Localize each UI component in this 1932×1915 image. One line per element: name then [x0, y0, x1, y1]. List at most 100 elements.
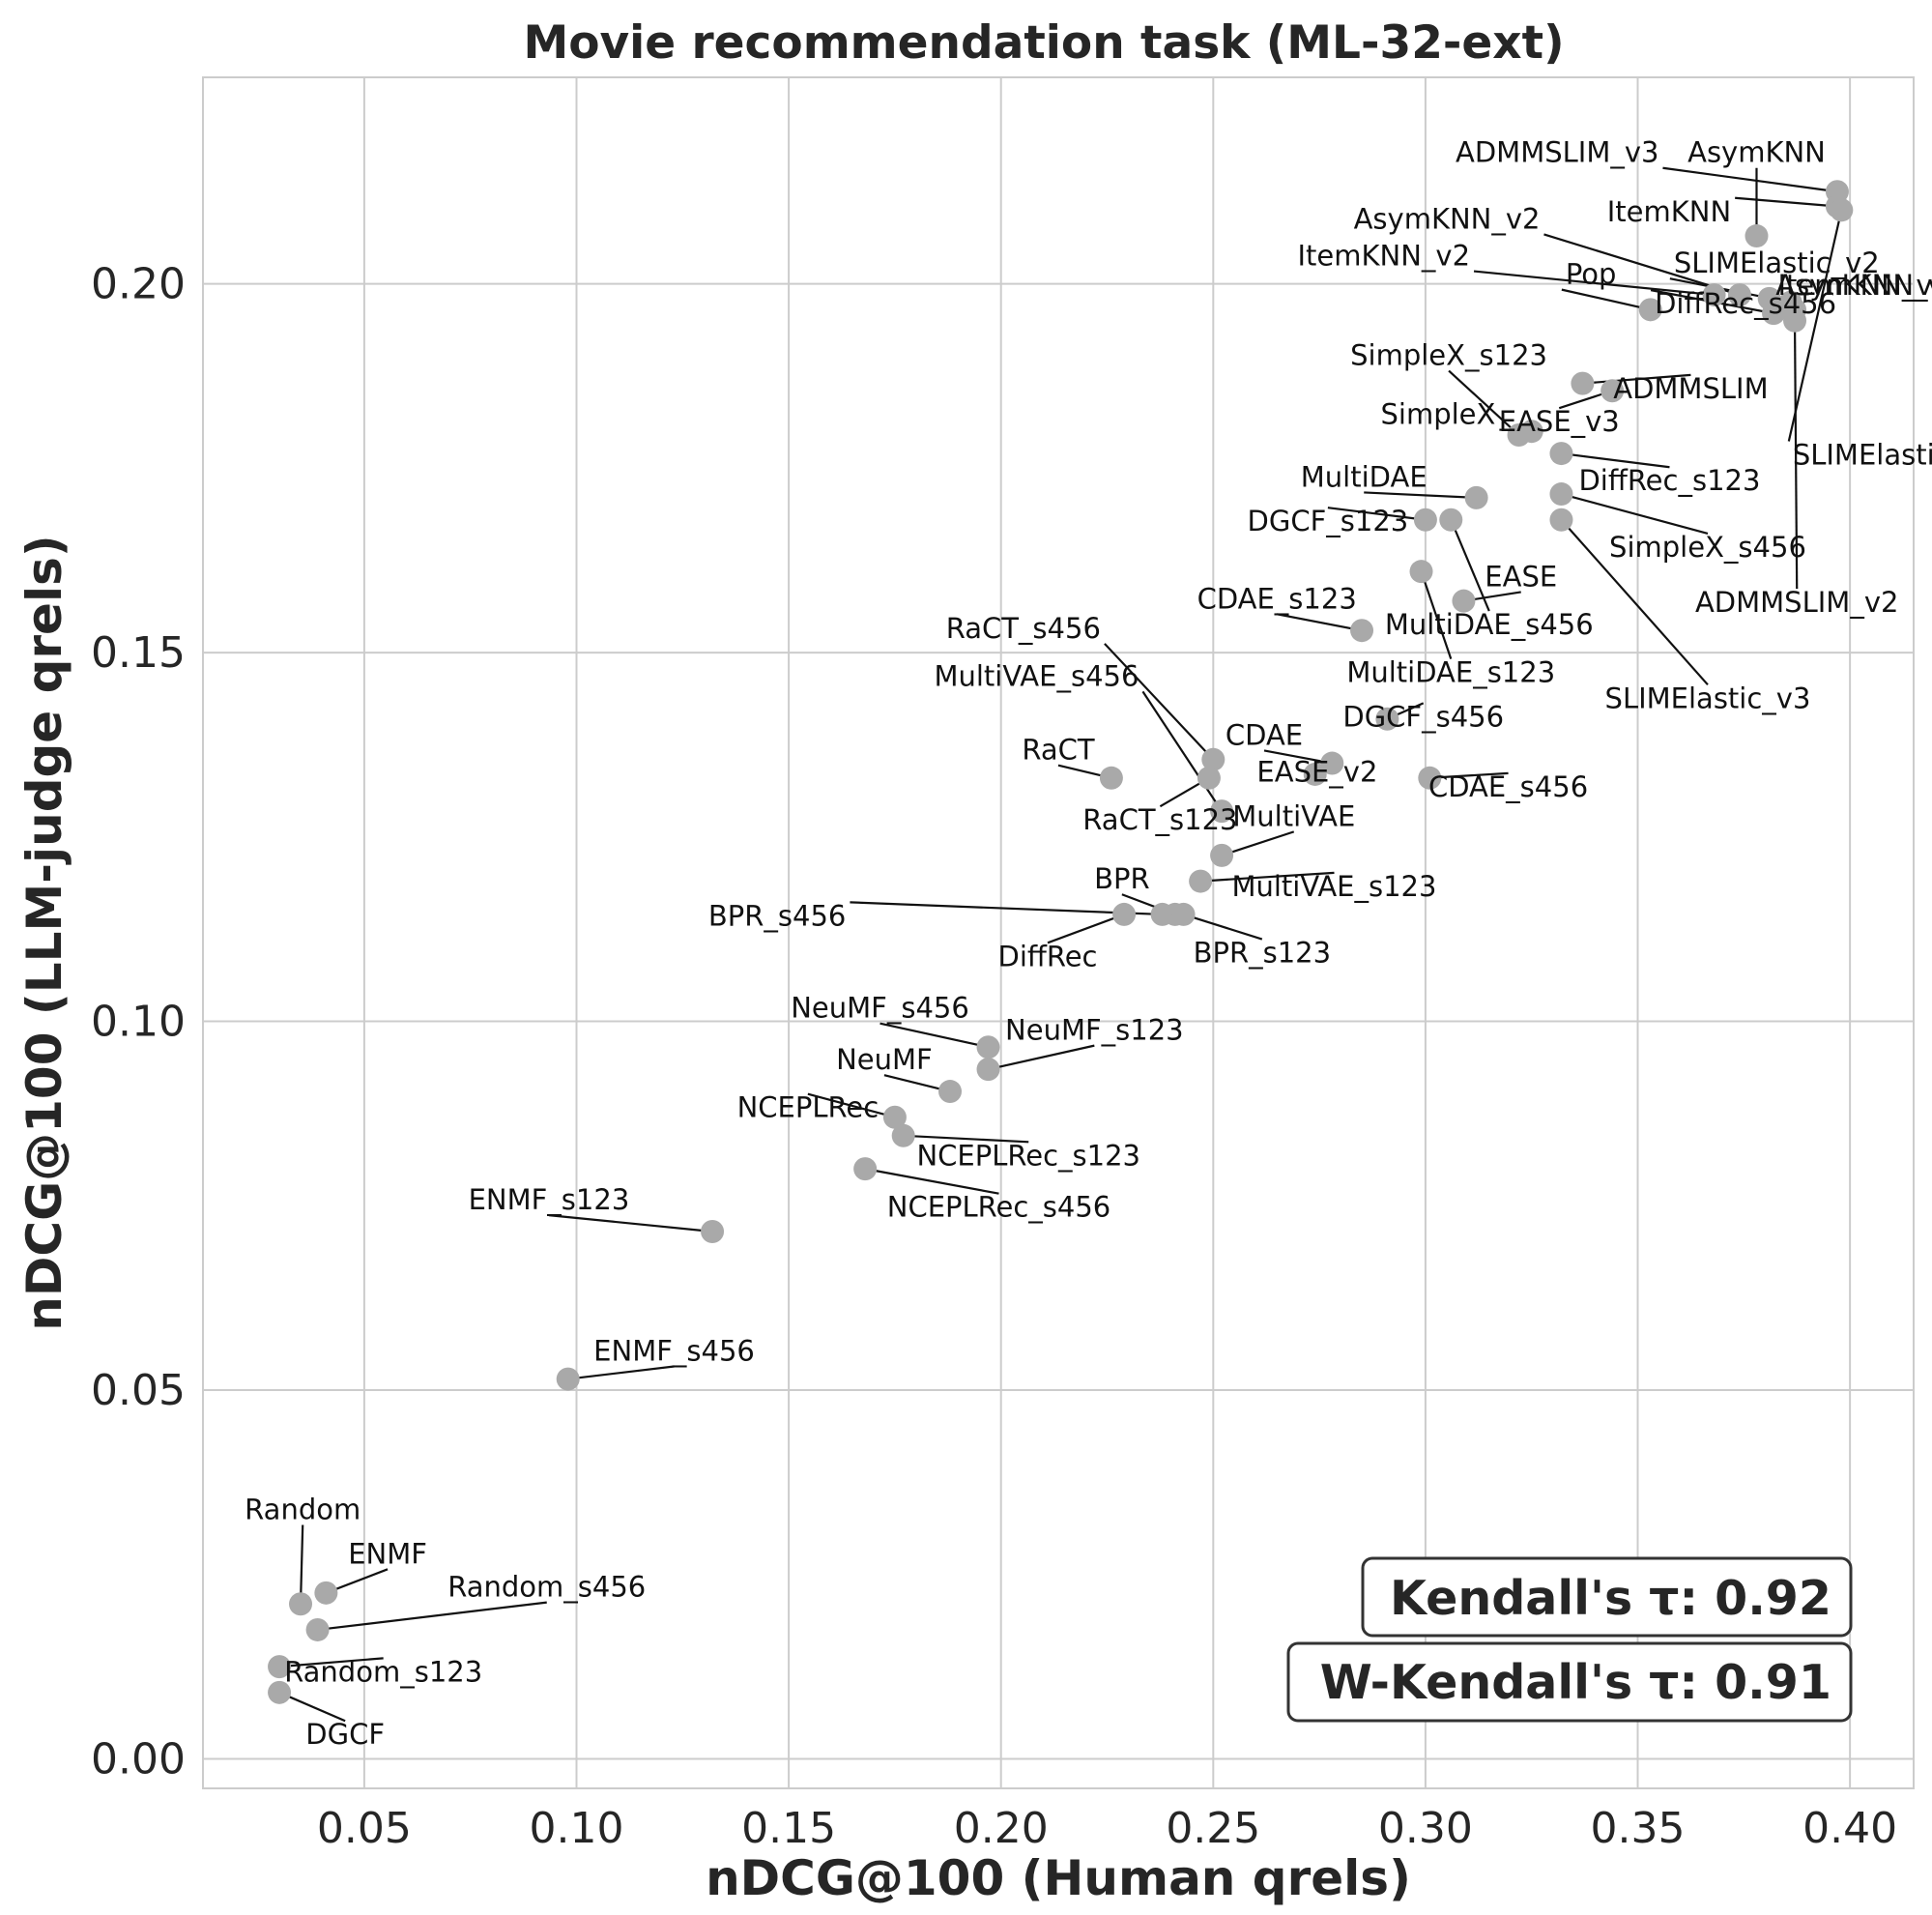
point-label: NCEPLRec_s456	[887, 1191, 1111, 1224]
x-axis-label: nDCG@100 (Human qrels)	[706, 1850, 1411, 1906]
point-label: BPR	[1094, 862, 1150, 895]
data-point	[1638, 298, 1662, 322]
data-point	[1375, 707, 1399, 731]
point-label: NeuMF_s456	[791, 992, 969, 1025]
point-label: MultiDAE	[1301, 460, 1427, 493]
point-label: EASE	[1485, 560, 1557, 593]
data-point	[1762, 302, 1786, 326]
point-label: SimpleX_s123	[1350, 339, 1547, 372]
leader-line	[850, 901, 1163, 916]
data-point	[1197, 766, 1221, 790]
point-label: RaCT	[1022, 734, 1095, 767]
leader-line	[1561, 492, 1709, 535]
leader-line	[1662, 166, 1838, 193]
y-tick-label: 0.10	[91, 998, 186, 1047]
data-point	[1320, 751, 1344, 775]
data-point	[1830, 198, 1854, 222]
data-point	[976, 1035, 1000, 1059]
leader-line	[1735, 196, 1838, 208]
kendall-tau: Kendall's τ: 0.92	[1390, 1571, 1831, 1626]
point-label: MultiVAE	[1232, 799, 1355, 832]
leader-line	[807, 1092, 896, 1118]
data-point	[1549, 442, 1573, 466]
x-tick-label: 0.20	[954, 1804, 1049, 1853]
data-point	[305, 1617, 330, 1641]
leader-line	[567, 1365, 675, 1380]
data-point	[1150, 902, 1174, 926]
data-point	[1783, 308, 1807, 333]
point-label: ItemKNN	[1607, 195, 1731, 228]
point-label: ADMMSLIM	[1613, 372, 1768, 405]
data-point	[1452, 589, 1476, 613]
point-labels: AsymKNN ADMMSLIM_v3 ItemKNN AsymKNN_v2 SLIME…	[245, 136, 1932, 1751]
data-point	[314, 1581, 338, 1605]
point-label: EASE_v2	[1256, 756, 1377, 789]
point-label: ADMMSLIM_v3	[1456, 136, 1658, 169]
data-point	[268, 1680, 292, 1704]
point-label: CDAE_s123	[1197, 582, 1357, 615]
point-label: DGCF	[305, 1718, 385, 1751]
data-point	[1099, 766, 1123, 790]
data-points	[268, 180, 1854, 1704]
point-label: BPR_s123	[1194, 937, 1332, 970]
leader-line	[1561, 288, 1651, 311]
point-label: DiffRec_s456	[1655, 287, 1836, 320]
leader-line	[1104, 643, 1215, 761]
y-tick-label: 0.15	[91, 628, 186, 678]
point-label: DiffRec_s123	[1578, 464, 1760, 497]
data-point	[1413, 508, 1437, 532]
point-label: Random_s123	[284, 1655, 482, 1688]
leader-line	[278, 1657, 384, 1668]
leader-line	[1448, 369, 1520, 436]
x-tick-label: 0.05	[317, 1804, 412, 1853]
x-tick-label: 0.15	[741, 1804, 836, 1853]
point-label: CDAE_s456	[1428, 770, 1588, 803]
data-point	[1571, 371, 1595, 395]
point-label: MultiDAE_s123	[1346, 656, 1555, 689]
leader-line	[1047, 913, 1125, 944]
point-label: SLIMElastic_v3	[1605, 682, 1811, 714]
leader-line	[1560, 519, 1709, 686]
point-label: AsymKNN	[1687, 136, 1826, 169]
data-point	[701, 1219, 725, 1243]
w-kendall-tau: W-Kendall's τ: 0.91	[1320, 1655, 1831, 1710]
data-point	[938, 1080, 963, 1104]
data-point	[1409, 560, 1433, 584]
data-point	[1201, 747, 1226, 771]
data-point	[1549, 508, 1573, 532]
leader-line	[1473, 270, 1715, 297]
leader-line	[1582, 373, 1691, 385]
point-label: CDAE	[1226, 718, 1303, 751]
point-label: Pop	[1566, 258, 1617, 291]
y-tick-label: 0.20	[91, 260, 186, 309]
leader-line	[1141, 690, 1224, 812]
data-point	[1303, 762, 1327, 786]
leader-line	[1450, 519, 1490, 612]
leader-line	[864, 1168, 999, 1195]
point-label: ItemKNN_v2	[1297, 240, 1470, 273]
y-tick-label: 0.05	[91, 1366, 186, 1415]
point-label: ENMF_s456	[593, 1335, 755, 1368]
point-label: EASE_v3	[1499, 405, 1620, 438]
y-axis-ticks: 0.00 0.05 0.10 0.15 0.20	[91, 260, 186, 1784]
x-tick-label: 0.10	[530, 1804, 624, 1853]
point-label: MultiDAE_s456	[1385, 608, 1594, 641]
x-tick-label: 0.30	[1378, 1804, 1473, 1853]
leader-line	[548, 1214, 713, 1233]
data-point	[1600, 379, 1625, 403]
point-label: MultiVAE_s123	[1231, 870, 1436, 903]
leader-line	[1276, 613, 1363, 632]
point-label: ENMF	[348, 1537, 427, 1570]
leader-line	[278, 1691, 346, 1723]
point-label: SimpleX	[1380, 398, 1495, 431]
data-point	[1210, 799, 1234, 824]
data-point	[1210, 843, 1234, 867]
point-label: Random	[245, 1494, 360, 1526]
leader-line	[1200, 871, 1335, 883]
leader-line	[1787, 210, 1843, 442]
data-point	[1112, 902, 1137, 926]
leader-line	[1221, 830, 1295, 856]
point-label: DGCF_s456	[1342, 700, 1504, 733]
point-label: AsymKNN_v3	[1775, 269, 1932, 302]
leader-line	[1561, 452, 1670, 469]
